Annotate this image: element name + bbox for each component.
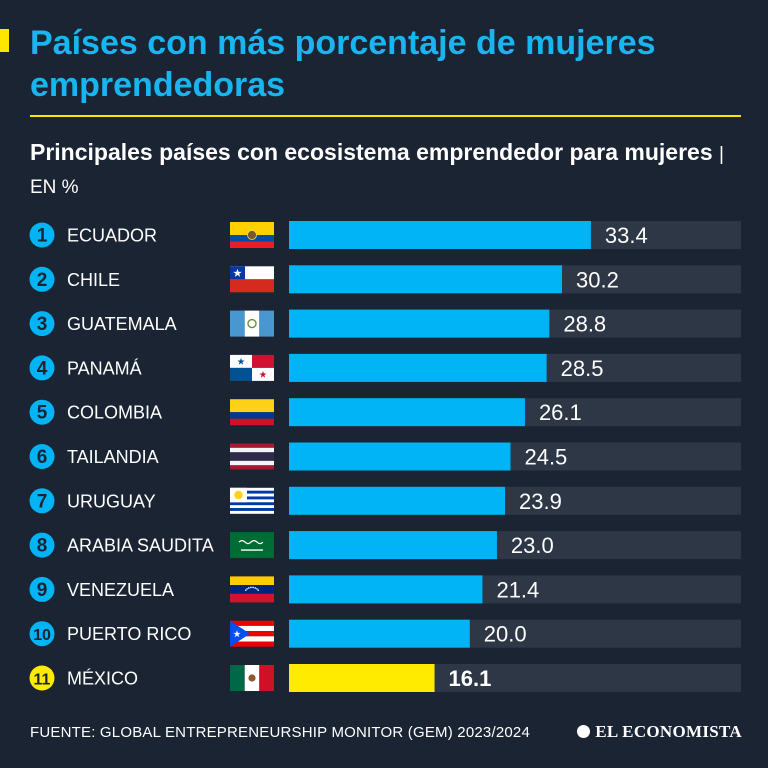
country-label: CHILE xyxy=(67,270,120,290)
bar xyxy=(289,575,483,604)
rank-number: 1 xyxy=(37,226,48,247)
bar-row-guatemala: 3 GUATEMALA 28.8 xyxy=(29,309,741,338)
value-label: 21.4 xyxy=(496,577,539,602)
rank-number: 7 xyxy=(37,491,48,512)
country-label: URUGUAY xyxy=(67,491,156,511)
uruguay-flag-icon xyxy=(230,487,274,514)
bar-row-colombia: 5 COLOMBIA 26.1 xyxy=(29,398,741,427)
bar xyxy=(289,486,506,515)
value-label: 28.5 xyxy=(561,356,604,381)
brand-name: EL ECONOMISTA xyxy=(595,722,742,741)
thailand-flag-icon xyxy=(230,443,274,470)
bar-row-tailandia: 6 TAILANDIA 24.5 xyxy=(29,442,741,471)
rank-badge xyxy=(29,621,55,647)
colombia-flag-icon xyxy=(230,399,274,426)
bar xyxy=(289,353,547,382)
country-label: TAILANDIA xyxy=(67,447,159,467)
puerto-rico-flag-icon xyxy=(230,620,274,647)
country-label: PUERTO RICO xyxy=(67,624,191,644)
chile-flag-icon xyxy=(230,266,274,293)
value-label: 33.4 xyxy=(605,223,648,248)
value-label: 16.1 xyxy=(449,666,492,691)
brand-mark-icon xyxy=(577,725,591,738)
panama-flag-icon xyxy=(230,354,274,381)
title-divider xyxy=(30,115,741,117)
bar xyxy=(289,398,525,427)
ecuador-flag-icon xyxy=(230,222,274,248)
chart-subtitle: Principales países con ecosistema empren… xyxy=(30,137,745,203)
bar xyxy=(289,309,550,338)
rank-number: 11 xyxy=(34,672,51,689)
value-label: 26.1 xyxy=(539,400,582,425)
country-label: GUATEMALA xyxy=(67,314,177,334)
country-label: PANAMÁ xyxy=(67,358,142,378)
mexico-flag-icon xyxy=(230,665,274,691)
subtitle-text: Principales países con ecosistema empren… xyxy=(30,139,713,165)
rank-badge xyxy=(29,311,55,337)
rank-badge xyxy=(29,532,55,558)
accent-mark xyxy=(0,29,9,52)
rank-number: 6 xyxy=(37,447,48,468)
source-note: FUENTE: GLOBAL ENTREPRENEURSHIP MONITOR … xyxy=(30,724,531,741)
bar-row-arabia-saudita: 8 ARABIA SAUDITA 23.0 xyxy=(29,531,741,560)
country-label: MÉXICO xyxy=(67,669,138,689)
bar-row-méxico: 11 MÉXICO 16.1 xyxy=(29,664,741,692)
rank-number: 3 xyxy=(37,314,48,335)
bar xyxy=(289,619,470,648)
rank-badge xyxy=(29,488,55,514)
chart-title: Países con más porcentaje de mujeres emp… xyxy=(30,24,656,104)
country-label: COLOMBIA xyxy=(67,403,162,423)
unit-label: | EN % xyxy=(30,144,724,198)
bar-row-ecuador: 1 ECUADOR 33.4 xyxy=(29,221,741,249)
rank-number: 10 xyxy=(33,627,51,644)
saudi-arabia-flag-icon xyxy=(230,532,274,559)
bar xyxy=(289,664,435,692)
rank-number: 2 xyxy=(37,270,48,291)
bar-row-chile: 2 CHILE 30.2 xyxy=(29,265,741,294)
brand-logo: EL ECONOMISTA xyxy=(577,722,742,742)
rank-number: 5 xyxy=(37,403,48,424)
value-label: 30.2 xyxy=(576,267,619,292)
rank-number: 9 xyxy=(37,580,48,601)
value-label: 24.5 xyxy=(524,445,567,470)
bar-row-venezuela: 9 VENEZUELA 21.4 xyxy=(29,575,741,604)
country-label: VENEZUELA xyxy=(67,580,174,600)
rank-badge xyxy=(29,665,55,691)
value-label: 23.0 xyxy=(511,533,554,558)
rank-badge xyxy=(29,576,55,602)
rank-badge xyxy=(29,266,55,292)
value-label: 28.8 xyxy=(563,312,606,337)
rank-badge xyxy=(29,355,55,381)
guatemala-flag-icon xyxy=(230,310,274,337)
bar-row-uruguay: 7 URUGUAY 23.9 xyxy=(29,486,741,515)
bar xyxy=(289,221,591,249)
bar xyxy=(289,531,497,560)
rank-badge xyxy=(29,399,55,425)
bar xyxy=(289,442,511,471)
country-label: ECUADOR xyxy=(67,226,157,246)
rank-badge xyxy=(29,222,55,248)
rank-badge xyxy=(29,444,55,469)
value-label: 23.9 xyxy=(519,489,562,514)
country-label: ARABIA SAUDITA xyxy=(67,536,214,556)
venezuela-flag-icon xyxy=(230,576,274,603)
rank-number: 8 xyxy=(37,536,48,557)
value-label: 20.0 xyxy=(484,622,527,647)
bar-row-panamá: 4 PANAMÁ 28.5 xyxy=(29,353,741,382)
bar-row-puerto-rico: 10 PUERTO RICO 20.0 xyxy=(29,619,741,648)
rank-number: 4 xyxy=(37,358,48,379)
bar xyxy=(289,265,563,294)
